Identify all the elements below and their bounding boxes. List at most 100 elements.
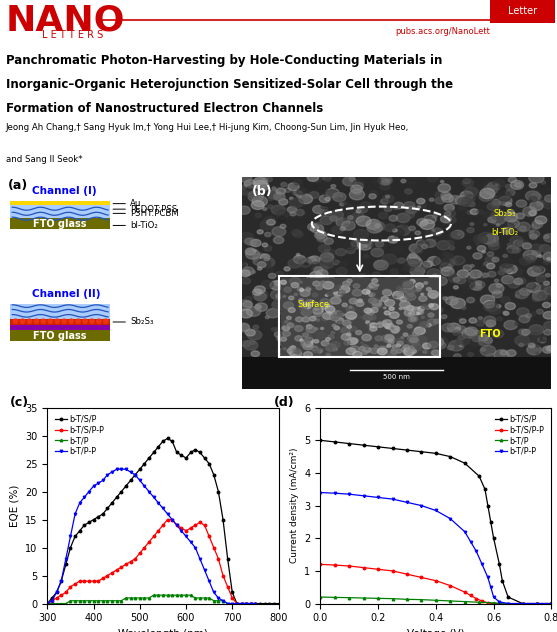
b-T/P-P [72, 510, 79, 518]
Circle shape [544, 286, 556, 295]
Circle shape [252, 290, 267, 300]
Circle shape [502, 228, 512, 234]
Circle shape [261, 281, 273, 288]
Line: b-T/S/P-P: b-T/S/P-P [319, 563, 553, 605]
Circle shape [482, 236, 496, 245]
Circle shape [435, 190, 449, 200]
Circle shape [320, 287, 331, 295]
Circle shape [393, 229, 397, 232]
b-T/S/P [95, 513, 101, 521]
Circle shape [364, 329, 368, 332]
Circle shape [388, 319, 394, 324]
Text: NANO: NANO [6, 3, 125, 37]
Circle shape [392, 345, 397, 348]
Circle shape [331, 194, 335, 197]
Circle shape [487, 271, 496, 277]
Circle shape [504, 212, 517, 222]
Circle shape [460, 191, 473, 200]
Circle shape [379, 341, 394, 351]
b-T/S/P-P [136, 549, 143, 557]
Circle shape [343, 351, 351, 356]
Circle shape [359, 324, 373, 334]
b-T/P [187, 592, 194, 599]
Circle shape [314, 339, 319, 343]
Circle shape [382, 335, 392, 342]
Circle shape [432, 215, 437, 218]
Circle shape [321, 277, 324, 280]
Line: b-T/P: b-T/P [319, 596, 553, 605]
Circle shape [290, 197, 293, 200]
Circle shape [311, 346, 318, 351]
Circle shape [370, 222, 375, 226]
Circle shape [284, 324, 297, 334]
Circle shape [488, 243, 499, 250]
Circle shape [416, 347, 426, 354]
Circle shape [304, 337, 313, 343]
Circle shape [319, 303, 328, 309]
Circle shape [343, 240, 356, 250]
Circle shape [449, 246, 455, 250]
Circle shape [372, 241, 385, 251]
Circle shape [378, 176, 392, 185]
Bar [10, 304, 110, 310]
Circle shape [368, 286, 373, 289]
Circle shape [508, 177, 516, 183]
Text: and Sang Il Seok*: and Sang Il Seok* [6, 155, 82, 164]
Circle shape [281, 337, 286, 341]
Circle shape [331, 185, 336, 188]
Circle shape [341, 277, 346, 281]
Circle shape [347, 337, 357, 344]
Circle shape [276, 194, 285, 200]
b-T/S/P-P [238, 600, 245, 607]
Circle shape [422, 305, 427, 308]
Circle shape [390, 349, 398, 354]
Circle shape [517, 308, 529, 317]
Line: b-T/S/P-P: b-T/S/P-P [46, 518, 257, 605]
Circle shape [519, 329, 526, 335]
b-T/P [447, 597, 453, 605]
Text: (b): (b) [252, 185, 272, 198]
Legend: b-T/S/P, b-T/S/P-P, b-T/P, b-T/P-P: b-T/S/P, b-T/S/P-P, b-T/P, b-T/P-P [51, 411, 107, 459]
Circle shape [516, 213, 525, 219]
Circle shape [486, 320, 496, 327]
Circle shape [375, 336, 382, 341]
Circle shape [458, 336, 465, 340]
Circle shape [455, 276, 466, 284]
Circle shape [287, 323, 294, 327]
Circle shape [473, 284, 482, 291]
Circle shape [242, 267, 254, 275]
Circle shape [424, 282, 428, 284]
Circle shape [255, 286, 265, 293]
Circle shape [522, 243, 531, 249]
Circle shape [353, 344, 361, 350]
Circle shape [317, 234, 327, 241]
Circle shape [422, 338, 436, 348]
Circle shape [476, 320, 485, 326]
Circle shape [424, 240, 436, 247]
Circle shape [344, 284, 348, 287]
Circle shape [322, 281, 330, 286]
Circle shape [267, 190, 281, 199]
Circle shape [352, 289, 362, 296]
Circle shape [404, 309, 414, 317]
b-T/P [136, 594, 143, 602]
Circle shape [361, 350, 368, 355]
Circle shape [457, 257, 463, 262]
Circle shape [330, 210, 344, 219]
Circle shape [241, 269, 251, 276]
Circle shape [384, 324, 390, 327]
b-T/P-P [473, 547, 480, 555]
Circle shape [422, 343, 431, 349]
Circle shape [358, 240, 372, 250]
Circle shape [477, 236, 487, 242]
Circle shape [457, 270, 469, 278]
b-T/P [160, 592, 167, 599]
Circle shape [545, 346, 553, 351]
Circle shape [349, 190, 365, 200]
Circle shape [482, 251, 485, 253]
Circle shape [458, 317, 462, 320]
b-T/P [490, 599, 497, 607]
Circle shape [304, 178, 319, 189]
b-T/S/P [482, 485, 488, 493]
Circle shape [253, 258, 264, 265]
